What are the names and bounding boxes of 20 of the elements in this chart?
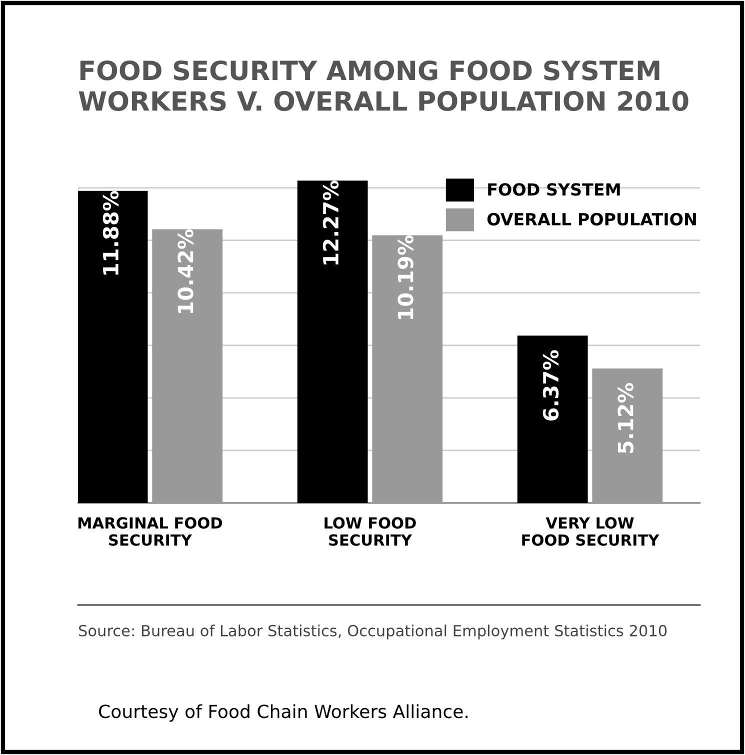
legend-label: OVERALL POPULATION — [487, 212, 696, 226]
bar — [372, 235, 443, 503]
x-tick-label: VERY LOW FOOD SECURITY — [522, 517, 660, 546]
legend-label: FOOD SYSTEM — [488, 183, 620, 196]
x-tick-label: LOW FOOD SECURITY — [324, 517, 416, 546]
data-label: 12.27% — [322, 180, 339, 264]
data-label: 11.88% — [102, 190, 119, 275]
chart-title: FOOD SECURITY AMONG FOOD SYSTEM WORKERS V. OVERALL POPULATION 2010 — [78, 60, 688, 111]
bar — [517, 336, 588, 503]
source-note: Source: Bureau of Labor Statistics, Occupational Employment Statistics 2010 — [79, 624, 667, 640]
bar — [592, 368, 663, 503]
data-label: 6.37% — [542, 350, 559, 420]
bar — [78, 190, 148, 503]
x-tick-label: MARGINAL FOOD SECURITY — [78, 517, 222, 546]
text: Courtesy of Food Chain Workers Alliance. — [99, 704, 468, 722]
bar — [297, 180, 368, 503]
data-label: 10.42% — [178, 229, 194, 314]
data-label: 5.12% — [618, 382, 634, 453]
bar — [152, 229, 223, 503]
data-label: 10.19% — [398, 235, 414, 320]
